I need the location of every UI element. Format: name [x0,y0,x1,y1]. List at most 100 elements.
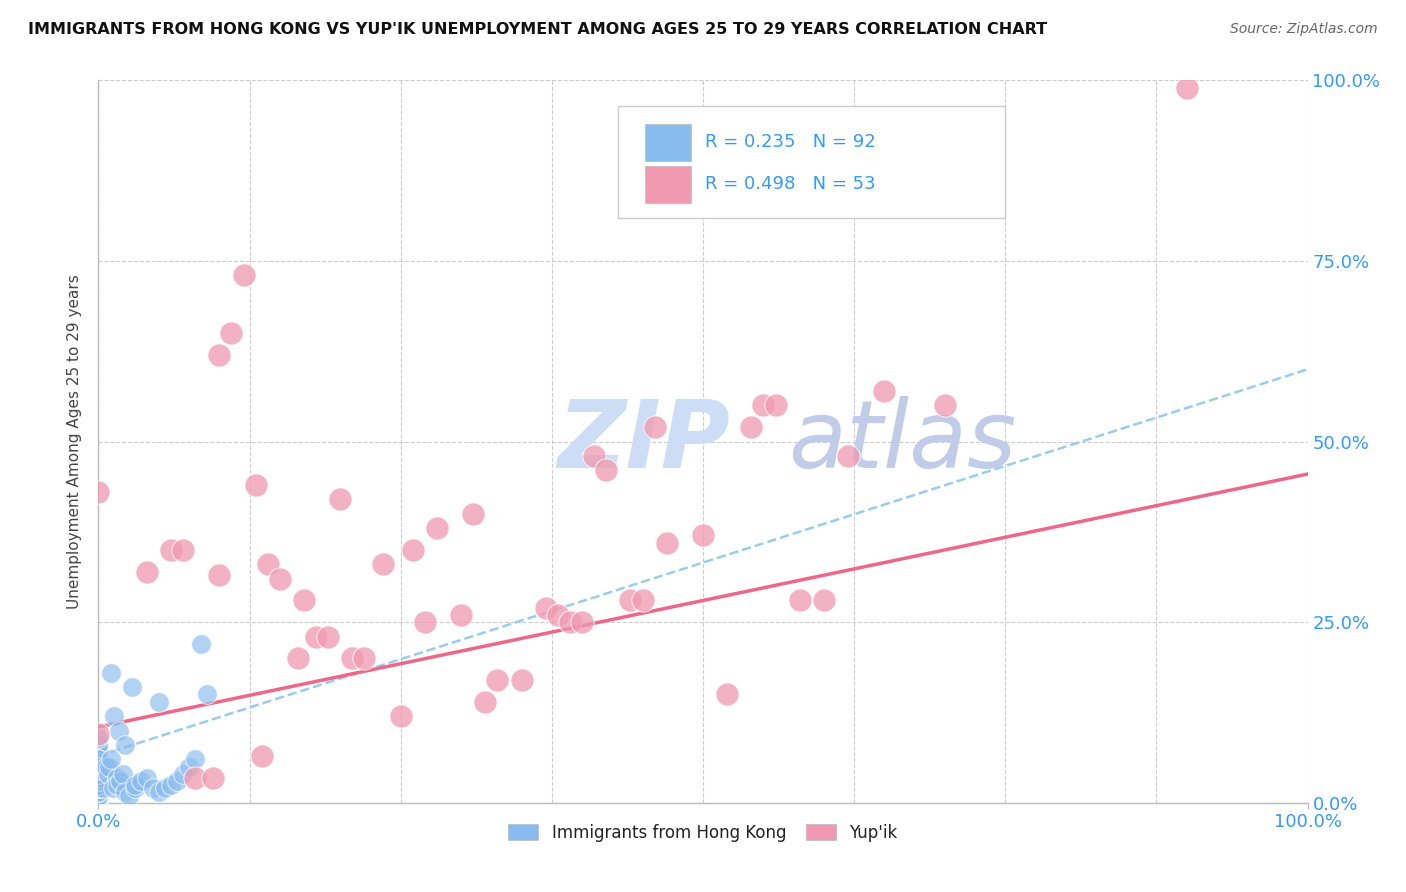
Point [184,771,207,785]
Point [655,535,678,549]
Text: Source: ZipAtlas.com: Source: ZipAtlas.com [1230,22,1378,37]
Point [87,738,110,752]
Point [87,774,110,789]
Point [644,420,666,434]
Point [87,796,110,810]
Point [108,774,131,789]
Point [87,796,110,810]
FancyBboxPatch shape [645,124,690,161]
Point [87,796,110,810]
Point [87,767,110,781]
Point [87,767,110,781]
Point [184,752,207,766]
Point [87,796,110,810]
Point [510,673,533,687]
Point [118,789,141,803]
Point [87,760,110,774]
Point [371,558,394,572]
Point [172,542,194,557]
Point [87,778,110,792]
Point [87,792,110,806]
Point [87,785,110,799]
Point [583,449,606,463]
Point [98,760,121,774]
Point [148,785,170,799]
Point [87,738,110,752]
Point [221,326,243,340]
FancyBboxPatch shape [645,166,690,203]
Point [97,767,120,781]
Point [256,558,278,572]
Point [190,637,212,651]
Point [87,781,110,796]
Point [934,398,956,412]
Point [87,785,110,799]
Point [87,796,110,810]
Point [789,593,811,607]
Point [87,781,110,796]
Point [87,796,110,810]
Point [87,789,110,803]
Point [87,767,110,781]
Point [195,687,218,701]
Point [389,709,412,723]
Legend: Immigrants from Hong Kong, Yup'ik: Immigrants from Hong Kong, Yup'ik [502,817,904,848]
Point [87,796,110,810]
Point [87,752,110,766]
Text: ZIP: ZIP [558,395,731,488]
Point [87,796,110,810]
Point [160,778,183,792]
Point [111,767,134,781]
Point [166,774,188,789]
Point [813,593,835,607]
Point [208,348,231,362]
Point [103,709,125,723]
Point [121,680,143,694]
Point [87,774,110,789]
Point [135,565,157,579]
Point [124,778,146,792]
Point [87,796,110,810]
Point [619,593,641,607]
FancyBboxPatch shape [619,105,1005,218]
Point [292,593,315,607]
Point [87,745,110,759]
Point [87,796,110,810]
Point [571,615,593,630]
Point [129,774,152,789]
Point [329,492,352,507]
Point [1175,80,1198,95]
Point [87,760,110,774]
Point [595,463,617,477]
Text: IMMIGRANTS FROM HONG KONG VS YUP'IK UNEMPLOYMENT AMONG AGES 25 TO 29 YEARS CORRE: IMMIGRANTS FROM HONG KONG VS YUP'IK UNEM… [28,22,1047,37]
Point [87,760,110,774]
Point [534,600,557,615]
Point [631,593,654,607]
Point [87,796,110,810]
Point [87,796,110,810]
Point [250,748,273,763]
Point [316,630,339,644]
Point [179,760,201,774]
Point [474,695,496,709]
Point [87,771,110,785]
Point [463,507,485,521]
Point [342,651,364,665]
Point [87,789,110,803]
Point [558,615,581,630]
Text: R = 0.498   N = 53: R = 0.498 N = 53 [706,176,876,194]
Point [87,774,110,789]
Point [87,767,110,781]
Point [91,781,114,796]
Text: R = 0.235   N = 92: R = 0.235 N = 92 [706,134,876,152]
Point [87,745,110,759]
Point [101,781,124,796]
Point [114,738,136,752]
Point [87,796,110,810]
Y-axis label: Unemployment Among Ages 25 to 29 years: Unemployment Among Ages 25 to 29 years [67,274,83,609]
Point [87,796,110,810]
Point [87,781,110,796]
Point [450,607,472,622]
Point [87,485,110,500]
Point [87,760,110,774]
